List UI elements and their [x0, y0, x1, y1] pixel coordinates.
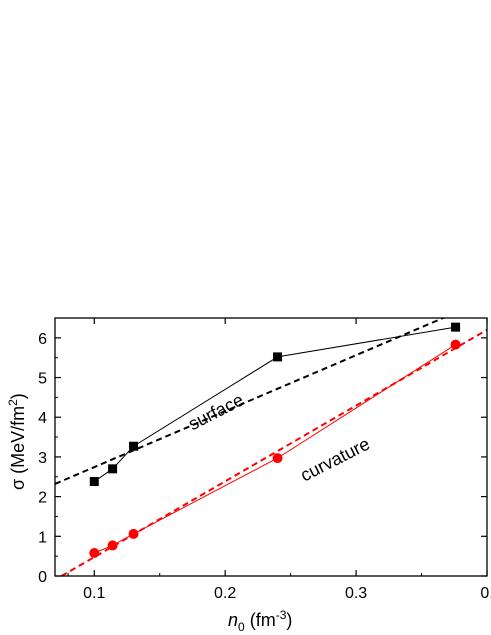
plot-marks	[55, 318, 487, 576]
y-tick-label-0: 0	[38, 569, 47, 586]
curvature-point-0	[89, 547, 100, 558]
surface-point-1	[108, 464, 118, 474]
surface-point-0	[89, 477, 99, 487]
surface-point-3	[273, 352, 283, 362]
x-tick-label-0: 0.1	[83, 585, 105, 602]
x-tick-label-1: 0.2	[214, 585, 236, 602]
x-tick-label-2: 0.3	[345, 585, 367, 602]
y-axis-title: σ (MeV/fm2)	[6, 393, 28, 490]
curvature-series-line	[94, 344, 456, 554]
curvature-point-1	[107, 540, 118, 551]
y-tick-label-6: 6	[38, 331, 47, 348]
y-tick-label-2: 2	[38, 490, 47, 507]
surface-fit-line	[55, 318, 446, 485]
y-tick-label-4: 4	[38, 410, 47, 427]
y-tick-label-1: 1	[38, 529, 47, 546]
surface-point-4	[451, 322, 461, 332]
curvature-point-4	[450, 339, 461, 350]
curvature-point-2	[128, 528, 139, 539]
annotation-curvature: curvature	[297, 434, 373, 486]
curvature-point-3	[272, 453, 283, 464]
x-axis-title: n0 (fm-3)	[228, 608, 292, 634]
x-axis-ticks: 0.1 0.2 0.3 0.	[67, 318, 491, 602]
plot-area	[55, 318, 487, 576]
curvature-fit-line	[61, 329, 487, 576]
x-tick-label-3: 0.	[480, 585, 491, 602]
y-axis-ticks: 0 1 2 3 4 5 6	[38, 331, 487, 586]
annotation-surface: surface	[185, 390, 247, 435]
y-tick-label-5: 5	[38, 371, 47, 388]
plot-frame	[54, 317, 488, 577]
surface-point-2	[129, 441, 139, 451]
y-tick-label-3: 3	[38, 450, 47, 467]
